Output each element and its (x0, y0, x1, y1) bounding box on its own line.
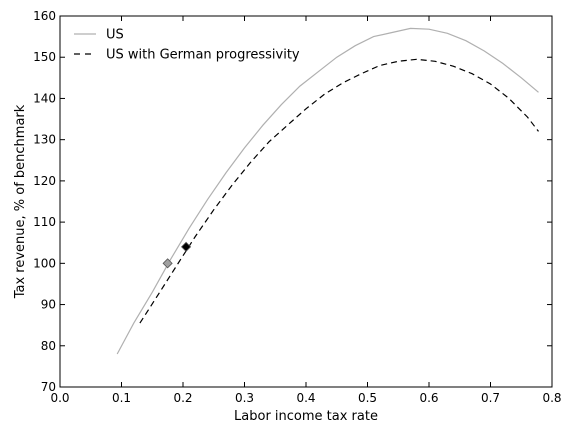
y-tick-label: 160 (33, 9, 56, 23)
x-tick-label: 0.7 (481, 391, 500, 405)
y-tick-label: 90 (41, 298, 56, 312)
benchmark-marker-us (162, 258, 173, 269)
y-tick-label: 150 (33, 50, 56, 64)
series-layer (116, 27, 539, 355)
legend-label: US (106, 28, 124, 43)
y-tick-label: 70 (41, 380, 56, 394)
y-tick-label: 140 (33, 91, 56, 105)
x-axis-label: Labor income tax rate (234, 409, 378, 424)
tick-layer: 0.0 0.1 0.2 0.3 0.4 0.5 0.6 0.7 0.8 70 80 90 100 110 1… (33, 9, 561, 405)
y-tick-label: 80 (41, 339, 56, 353)
x-tick-label: 0.2 (173, 391, 192, 405)
y-axis-label: Tax revenue, % of benchmark (13, 104, 28, 299)
x-tick-label: 0.0 (50, 391, 69, 405)
legend-label: US with German progressivity (106, 48, 300, 63)
legend: US US with German progressivity (74, 28, 300, 63)
x-tick-label: 0.3 (235, 391, 254, 405)
x-tick-label: 0.4 (296, 391, 315, 405)
x-tick-label: 0.5 (358, 391, 377, 405)
series-us-line (116, 27, 539, 355)
y-tick-label: 120 (33, 174, 56, 188)
x-tick-label: 0.8 (542, 391, 561, 405)
marker-layer (162, 241, 192, 269)
y-tick-label: 100 (33, 256, 56, 270)
y-tick-label: 130 (33, 133, 56, 147)
x-tick-label: 0.6 (419, 391, 438, 405)
series-us-german-progressivity-line (139, 58, 539, 324)
plot-frame (59, 15, 553, 388)
benchmark-marker-german-progressivity (181, 241, 192, 252)
y-tick-label: 110 (33, 215, 56, 229)
x-tick-label: 0.1 (112, 391, 131, 405)
